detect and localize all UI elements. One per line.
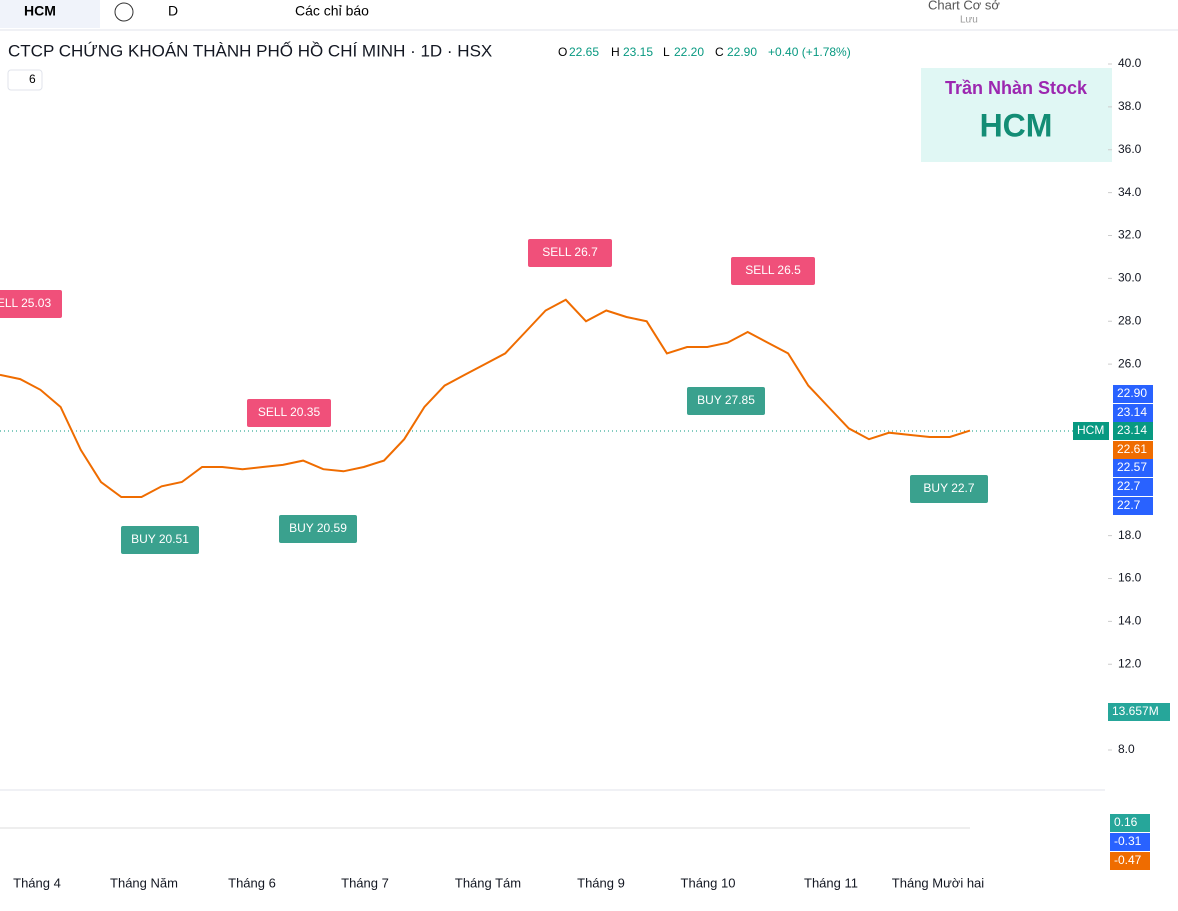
legend-title: CTCP CHỨNG KHOÁN THÀNH PHỐ HỒ CHÍ MINH ·… [8,40,492,60]
high: 23.15 [623,45,653,59]
indicators[interactable]: Các chỉ báo [295,3,369,19]
count-box[interactable] [7,69,43,91]
signal-label: SELL 20.35 [258,405,321,419]
price-tag-label: 23.14 [1117,423,1147,437]
y-tick-label: 38.0 [1118,99,1142,113]
time-label: Tháng 9 [577,875,625,890]
price-tag-label: 22.61 [1117,442,1147,456]
price-tag [1113,497,1153,515]
price-tag-label: 13.657M [1112,704,1159,718]
price-tag-label: 22.7 [1117,479,1141,493]
y-tick-label: 26.0 [1118,356,1142,370]
signal-label: BUY 20.51 [131,532,189,546]
low: 22.20 [674,45,704,59]
time-label: Tháng 6 [228,875,276,890]
watermark-symbol: HCM [980,107,1053,143]
signal-label: SELL 25.03 [0,296,51,310]
signal-label: SELL 26.7 [542,245,598,259]
watermark-author: Trần Nhàn Stock [945,78,1088,98]
time-label: Tháng 7 [341,875,389,890]
count[interactable]: 6 [29,72,36,86]
close: 22.90 [727,45,757,59]
price-tag [1113,459,1153,477]
symbol-box[interactable] [0,0,100,28]
signal-label: BUY 22.7 [923,481,974,495]
y-tick-label: 16.0 [1118,571,1142,585]
price-tag-label: -0.47 [1114,853,1142,867]
y-tick-label: 28.0 [1118,313,1142,327]
change: +0.40 (+1.78%) [768,45,851,59]
layout-name[interactable]: Chart Cơ sở [928,0,1000,12]
y-tick-label: 36.0 [1118,142,1142,156]
price-tag-label: 23.14 [1117,405,1147,419]
signal-label: BUY 20.59 [289,521,347,535]
time-label: Tháng 4 [13,875,61,890]
y-tick-label: 12.0 [1118,656,1142,670]
time-label: Tháng 10 [681,875,736,890]
price-tag [1110,814,1150,832]
time-label: Tháng Tám [455,875,521,890]
price-tag [1113,422,1153,440]
price-tag-label: 22.57 [1117,460,1147,474]
add-icon[interactable] [114,2,134,22]
price-tag-label: 22.7 [1117,498,1141,512]
y-tick-label: 30.0 [1118,271,1142,285]
sell-signal [0,290,62,318]
l-label: L [663,45,670,59]
toolbar [0,0,1178,30]
interval[interactable]: D [168,3,178,19]
price-tag [1110,833,1150,851]
price-tag-label: 0.16 [1114,815,1138,829]
y-tick-label: 34.0 [1118,185,1142,199]
buy-signal [910,475,988,503]
ohlc: O 22.65 H 23.15 L 22.20 C 22.90 +0.40 (+… [558,45,851,59]
c-label: C [715,45,724,59]
symbol[interactable]: HCM [24,3,56,19]
time-label: Tháng Mười hai [892,875,984,890]
o-label: O [558,45,567,59]
y-tick-label: 18.0 [1118,528,1142,542]
y-tick-label: 40.0 [1118,56,1142,70]
h-label: H [611,45,620,59]
price-tag-label: HCM [1077,423,1104,437]
buy-signal [687,387,765,415]
sell-signal [731,257,815,285]
price-tag-label: -0.31 [1114,834,1142,848]
open: 22.65 [569,45,599,59]
sell-signal [528,239,612,267]
sell-signal [247,399,331,427]
watermark-box [921,68,1112,162]
price-tag [1073,422,1109,440]
price-tag-label: 22.90 [1117,386,1147,400]
price-tag [1113,441,1153,459]
signal-label: SELL 26.5 [745,263,801,277]
y-tick-label: 8.0 [1118,742,1135,756]
price-line [0,298,971,498]
price-tag [1113,404,1153,422]
price-tag [1113,385,1153,403]
save[interactable]: Lưu [960,15,978,26]
price-tag [1108,703,1170,721]
price-tag [1110,852,1150,870]
y-tick-label: 14.0 [1118,614,1142,628]
y-tick-label: 32.0 [1118,228,1142,242]
price-tag [1113,478,1153,496]
buy-signal [121,526,199,554]
time-label: Tháng 11 [804,875,858,890]
signal-label: BUY 27.85 [697,393,755,407]
time-label: Tháng Năm [110,875,178,890]
buy-signal [279,515,357,543]
